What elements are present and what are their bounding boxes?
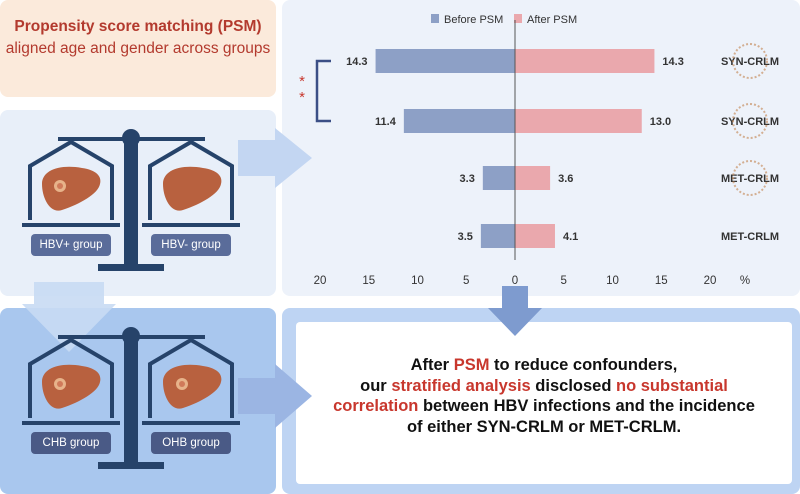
bar-before bbox=[480, 224, 515, 248]
tumor-cell-icon bbox=[732, 103, 768, 139]
significance-asterisk: * bbox=[299, 73, 305, 90]
significance-asterisk: * bbox=[299, 89, 305, 106]
balance-scale-icon bbox=[22, 129, 240, 271]
ohb-group-label: OHB group bbox=[151, 432, 231, 454]
psm-box: Propensity score matching (PSM) aligned … bbox=[0, 0, 276, 97]
data-label-before: 3.3 bbox=[460, 173, 475, 185]
data-label-before: 3.5 bbox=[458, 231, 473, 243]
arrow-down-icon bbox=[22, 282, 116, 352]
significance-bracket bbox=[315, 59, 331, 123]
data-label-after: 3.6 bbox=[558, 173, 573, 185]
x-tick-label: 15 bbox=[362, 275, 375, 287]
category-label: MET-CRLM bbox=[721, 173, 779, 185]
tumor-cell-icon bbox=[732, 160, 768, 196]
conclusion-card bbox=[296, 322, 792, 484]
chb-group-label: CHB group bbox=[31, 432, 111, 454]
data-label-after: 13.0 bbox=[650, 116, 671, 128]
x-tick-label: 10 bbox=[411, 275, 424, 287]
conclusion-line-1: After PSM to reduce confounders, bbox=[410, 356, 678, 374]
x-tick-label: 15 bbox=[655, 275, 668, 287]
hbv-positive-group-label: HBV+ group bbox=[31, 234, 111, 256]
conclusion-line-4: of either SYN-CRLM or MET-CRLM. bbox=[406, 417, 682, 436]
liver-icon bbox=[42, 166, 101, 211]
balance-scale-icon bbox=[22, 327, 240, 469]
x-tick-label: 5 bbox=[463, 275, 469, 287]
liver-icon bbox=[163, 364, 222, 409]
legend-label-after: After PSM bbox=[527, 14, 577, 26]
legend-swatch-before bbox=[431, 14, 439, 23]
bar-before bbox=[375, 49, 515, 73]
liver-icon bbox=[42, 364, 101, 409]
conclusion-text: After PSM to reduce confounders, our str… bbox=[296, 355, 792, 437]
bar-after bbox=[515, 109, 642, 133]
bar-after bbox=[515, 224, 555, 248]
liver-icon bbox=[163, 166, 222, 211]
data-label-before: 14.3 bbox=[346, 56, 367, 68]
tumor-cell-icon bbox=[732, 43, 768, 79]
category-label: SYN-CRLM bbox=[721, 56, 779, 68]
legend-swatch-after bbox=[514, 14, 522, 23]
psm-subtitle: aligned age and gender across groups bbox=[5, 40, 271, 57]
category-label: SYN-CRLM bbox=[721, 116, 779, 128]
legend-label-before: Before PSM bbox=[444, 14, 503, 26]
bar-before bbox=[403, 109, 515, 133]
bar-after bbox=[515, 166, 551, 190]
x-tick-label: 10 bbox=[606, 275, 619, 287]
x-tick-label: 0 bbox=[512, 275, 518, 287]
x-tick-label: 5 bbox=[561, 275, 567, 287]
x-tick-label: 20 bbox=[314, 275, 327, 287]
data-label-after: 4.1 bbox=[563, 231, 578, 243]
arrow-right-icon bbox=[238, 128, 312, 188]
conclusion-line-2: our stratified analysis disclosed no sub… bbox=[360, 376, 728, 395]
arrow-down-icon bbox=[488, 286, 542, 336]
psm-title: Propensity score matching (PSM) bbox=[14, 18, 262, 35]
bar-after bbox=[515, 49, 655, 73]
x-tick-label: 20 bbox=[704, 275, 717, 287]
x-axis-unit: % bbox=[740, 275, 750, 287]
conclusion-line-3: correlation between HBV infections and t… bbox=[333, 397, 755, 415]
data-label-after: 14.3 bbox=[662, 56, 683, 68]
arrow-right-icon bbox=[238, 364, 312, 428]
hbv-negative-group-label: HBV- group bbox=[151, 234, 231, 256]
bar-before bbox=[482, 166, 515, 190]
data-label-before: 11.4 bbox=[375, 116, 397, 128]
category-label: MET-CRLM bbox=[721, 231, 779, 243]
